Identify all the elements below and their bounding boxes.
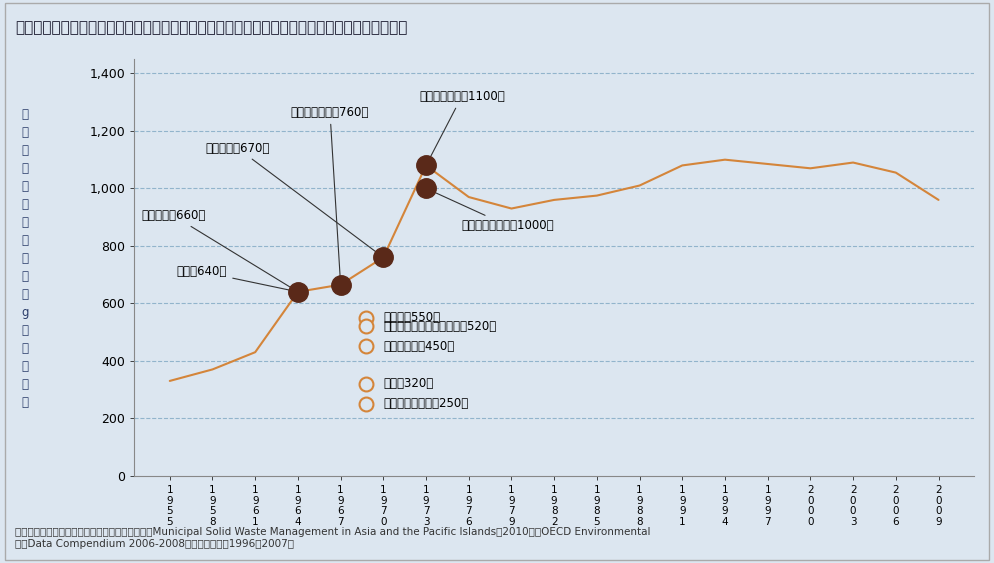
Text: 日本の一般廃棄物（ごみ）排出量の推移と主要アジア・南米各国の最近の都市ごみ排出量の関係: 日本の一般廃棄物（ごみ）排出量の推移と主要アジア・南米各国の最近の都市ごみ排出量…	[15, 20, 408, 35]
Text: シンガポール（1100）: シンガポール（1100）	[418, 90, 505, 163]
Text: タイ（640）: タイ（640）	[177, 265, 295, 291]
Text: ベトナム（670）: ベトナム（670）	[206, 142, 381, 256]
Text: 中国（320）: 中国（320）	[384, 377, 433, 390]
Text: 量: 量	[21, 270, 29, 283]
Text: 日: 日	[21, 162, 29, 175]
Text: 韓国、メキシコ（1000）: 韓国、メキシコ（1000）	[428, 190, 555, 233]
Text: た: た	[21, 198, 29, 211]
Text: 日: 日	[21, 378, 29, 391]
Text: （: （	[21, 288, 29, 301]
Text: バングラデシュ（250）: バングラデシュ（250）	[384, 397, 468, 410]
Text: インドネシア（760）: インドネシア（760）	[291, 106, 369, 282]
Text: り: り	[21, 216, 29, 229]
Text: ラオス（550）: ラオス（550）	[384, 311, 440, 324]
Text: 排: 排	[21, 234, 29, 247]
Text: ブルネイ（660）: ブルネイ（660）	[141, 209, 295, 291]
Text: ミャンマー（450）: ミャンマー（450）	[384, 340, 454, 353]
Text: g: g	[21, 306, 29, 319]
Text: 出: 出	[21, 252, 29, 265]
Text: ・: ・	[21, 360, 29, 373]
Text: 人: 人	[21, 126, 29, 139]
Text: カンボジア、フィリピン（520）: カンボジア、フィリピン（520）	[384, 320, 497, 333]
Text: ／: ／	[21, 324, 29, 337]
Text: （出典：日本のデータは環境省、海外のデータはMunicipal Solid Waste Management in Asia and the Pacific I: （出典：日本のデータは環境省、海外のデータはMunicipal Solid Wa…	[15, 528, 650, 549]
Text: 一: 一	[21, 108, 29, 121]
Text: 一: 一	[21, 144, 29, 157]
Text: ）: ）	[21, 396, 29, 409]
Text: 当: 当	[21, 180, 29, 193]
Text: 人: 人	[21, 342, 29, 355]
